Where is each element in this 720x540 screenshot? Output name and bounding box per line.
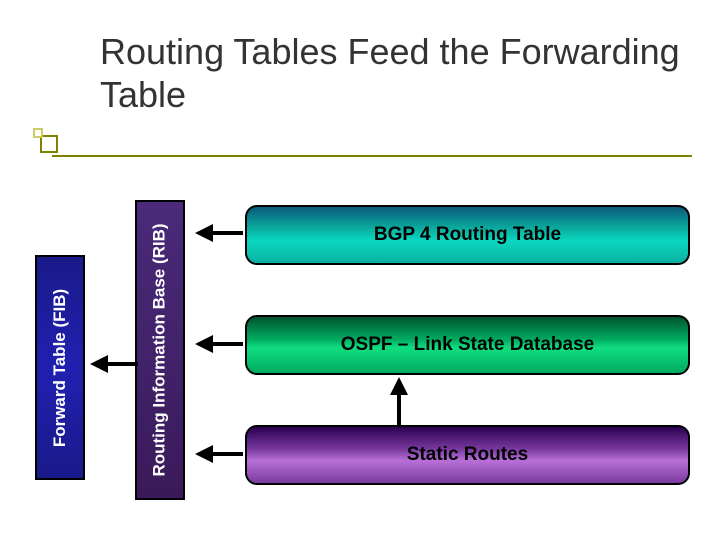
fib-label: Forward Table (FIB) xyxy=(50,288,70,446)
rib-label: Routing Information Base (RIB) xyxy=(150,223,170,476)
title-bullet-accent xyxy=(40,135,58,153)
ospf-box: OSPF – Link State Database xyxy=(245,315,690,375)
bullet-inner-square xyxy=(33,128,43,138)
bgp-box: BGP 4 Routing Table xyxy=(245,205,690,265)
title-underline xyxy=(52,155,692,157)
arrow-bgp-to-rib-icon xyxy=(195,224,213,242)
arrow-ospf-to-rib-icon xyxy=(195,335,213,353)
bgp-label: BGP 4 Routing Table xyxy=(374,224,561,246)
slide-title: Routing Tables Feed the Forwarding Table xyxy=(100,30,690,116)
rib-box: Routing Information Base (RIB) xyxy=(135,200,185,500)
static-box: Static Routes xyxy=(245,425,690,485)
fib-box: Forward Table (FIB) xyxy=(35,255,85,480)
arrow-static-to-ospf-icon xyxy=(390,377,408,395)
static-label: Static Routes xyxy=(407,444,528,466)
slide-title-area: Routing Tables Feed the Forwarding Table xyxy=(100,30,690,116)
arrow-rib-to-fib-icon xyxy=(90,355,108,373)
arrow-static-to-rib-icon xyxy=(195,445,213,463)
diagram-content: Forward Table (FIB) Routing Information … xyxy=(30,200,690,510)
ospf-label: OSPF – Link State Database xyxy=(341,334,594,356)
